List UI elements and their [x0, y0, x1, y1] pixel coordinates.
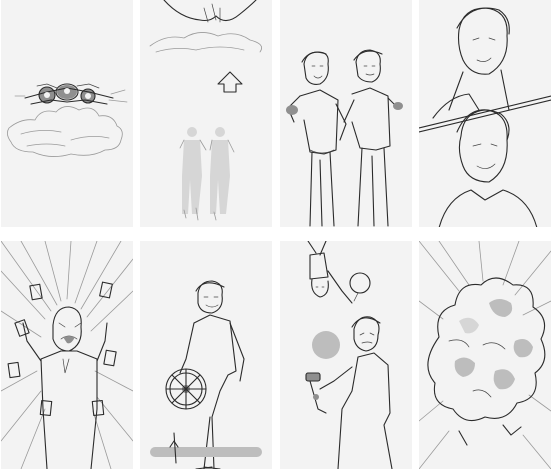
silhouette-right — [209, 127, 235, 214]
panel-3 — [280, 0, 412, 227]
blaster — [305, 372, 327, 414]
up-arrow-icon — [217, 71, 243, 93]
panel-5 — [1, 241, 133, 469]
pilot-left — [286, 51, 347, 227]
angry-man-sketch — [1, 241, 133, 469]
two-pilots-sketch — [286, 49, 403, 227]
silhouette-left — [179, 127, 207, 214]
panel-8 — [419, 241, 551, 469]
wheel-man — [179, 280, 245, 469]
blaster-man — [319, 316, 393, 469]
spaceship-sketch — [7, 83, 128, 157]
panel-6 — [140, 241, 272, 469]
explosion-cloud — [427, 277, 546, 446]
beam-up-sketch — [149, 0, 263, 221]
gray-orb — [312, 331, 340, 359]
panel-1 — [1, 0, 133, 227]
explosion-rays — [419, 241, 551, 469]
pilot-closeups-sketch — [419, 7, 551, 227]
panel-4 — [419, 0, 551, 227]
panel-2 — [140, 0, 272, 227]
pilot-right — [343, 49, 403, 227]
falling-man-sketch — [305, 241, 393, 469]
explosion-sketch — [419, 241, 551, 469]
closeup-bottom — [438, 109, 538, 227]
falling-man — [307, 241, 371, 304]
ship-wheel — [165, 368, 207, 410]
panel-7 — [280, 241, 412, 469]
angry-man — [22, 306, 108, 469]
wheel-man-sketch — [150, 280, 262, 469]
speed-lines — [1, 241, 133, 469]
spaceship — [24, 83, 114, 105]
ground-shadow — [150, 447, 262, 457]
cards — [7, 281, 117, 417]
closeup-top — [432, 7, 510, 119]
